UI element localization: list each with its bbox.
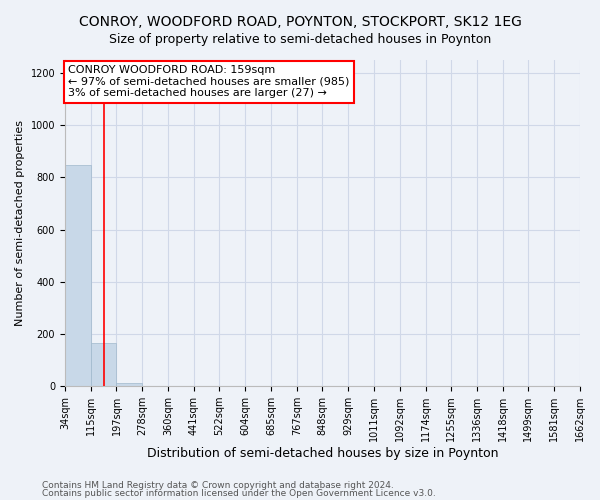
- Text: Contains HM Land Registry data © Crown copyright and database right 2024.: Contains HM Land Registry data © Crown c…: [42, 480, 394, 490]
- Y-axis label: Number of semi-detached properties: Number of semi-detached properties: [15, 120, 25, 326]
- Bar: [65, 166, 91, 386]
- Text: CONROY, WOODFORD ROAD, POYNTON, STOCKPORT, SK12 1EG: CONROY, WOODFORD ROAD, POYNTON, STOCKPOR…: [79, 15, 521, 29]
- Text: CONROY WOODFORD ROAD: 159sqm
← 97% of semi-detached houses are smaller (985)
3% : CONROY WOODFORD ROAD: 159sqm ← 97% of se…: [68, 65, 349, 98]
- Text: Contains public sector information licensed under the Open Government Licence v3: Contains public sector information licen…: [42, 489, 436, 498]
- Bar: [91, 343, 116, 386]
- Bar: [116, 384, 142, 386]
- X-axis label: Distribution of semi-detached houses by size in Poynton: Distribution of semi-detached houses by …: [147, 447, 498, 460]
- Text: Size of property relative to semi-detached houses in Poynton: Size of property relative to semi-detach…: [109, 32, 491, 46]
